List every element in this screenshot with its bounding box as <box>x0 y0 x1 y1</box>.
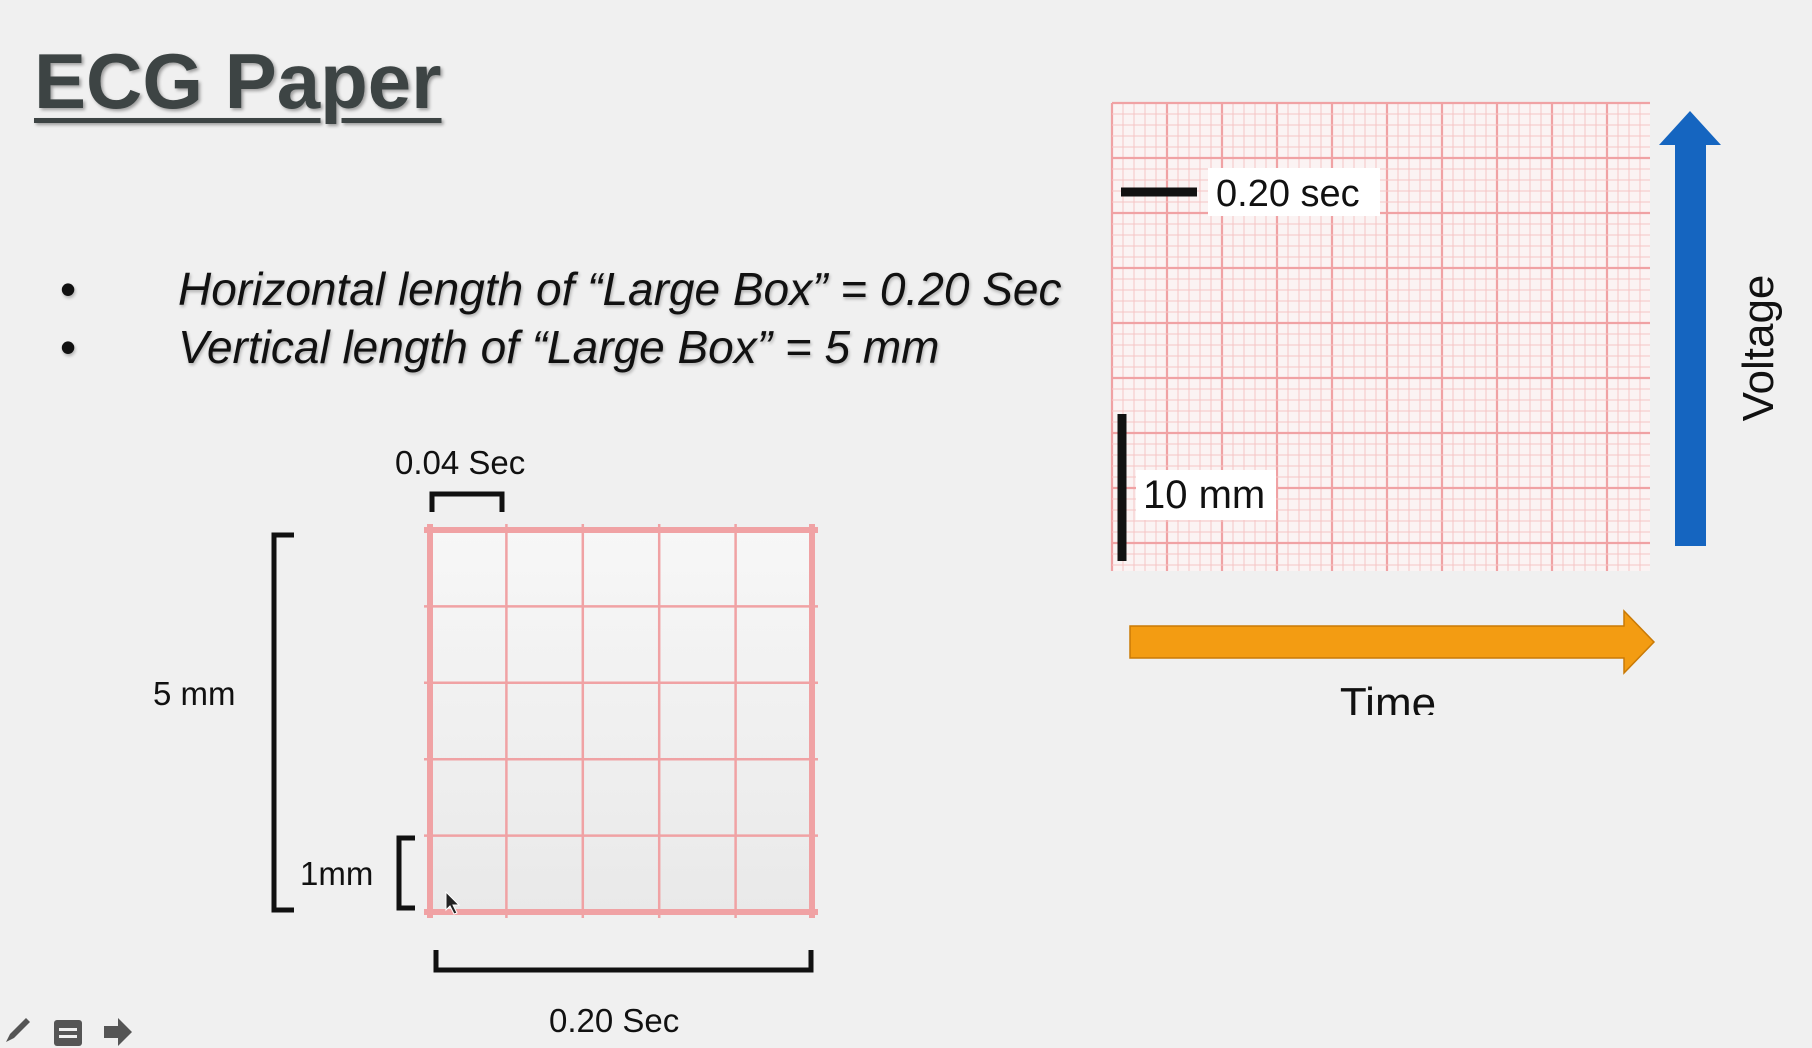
voltage-arrow <box>1659 111 1721 546</box>
large-box-time-label: 0.20 Sec <box>549 1002 680 1039</box>
voltage-scale-label: 10 mm <box>1143 473 1265 517</box>
bullet-vertical-length: • Vertical length of “Large Box” = 5 mm <box>60 320 1061 378</box>
time-arrow <box>1129 609 1656 675</box>
voltage-scale-label-bg <box>1136 470 1276 520</box>
small-grid-lines <box>424 524 818 918</box>
slide-title: ECG Paper <box>34 37 442 125</box>
time-scale-label-bg <box>1208 168 1380 216</box>
large-box-height-bracket <box>271 532 294 913</box>
bullet-text: Horizontal length of “Large Box” = 0.20 … <box>178 263 1062 315</box>
small-box-height-label: 1mm <box>300 855 374 892</box>
time-scale-label: 0.20 sec <box>1216 173 1360 215</box>
bullet-text: Vertical length of “Large Box” = 5 mm <box>178 321 940 373</box>
voltage-axis-label: Voltage <box>1734 275 1783 422</box>
small-box-time-label: 0.04 Sec <box>395 444 526 481</box>
large-box-diagram <box>271 491 818 973</box>
large-box-width-bracket <box>433 950 814 973</box>
notes-icon[interactable] <box>50 1012 86 1048</box>
small-box-width-bracket <box>429 491 505 512</box>
next-arrow-icon[interactable] <box>100 1012 136 1048</box>
bullet-list: • Horizontal length of “Large Box” = 0.2… <box>60 262 1061 378</box>
large-box-fill <box>430 530 812 912</box>
bullet-marker: • <box>60 263 77 315</box>
mouse-cursor-icon <box>445 890 461 915</box>
bullet-horizontal-length: • Horizontal length of “Large Box” = 0.2… <box>60 262 1061 320</box>
large-box-height-label: 5 mm <box>153 675 236 712</box>
ecg-paper-diagram: 0.20 sec 10 mm Voltage Time <box>1110 101 1783 715</box>
pen-icon[interactable] <box>0 1012 36 1048</box>
time-axis-label: Time <box>1340 679 1436 715</box>
presentation-toolbar <box>0 1012 136 1048</box>
small-box-height-bracket <box>396 835 415 911</box>
bullet-marker: • <box>60 321 77 373</box>
